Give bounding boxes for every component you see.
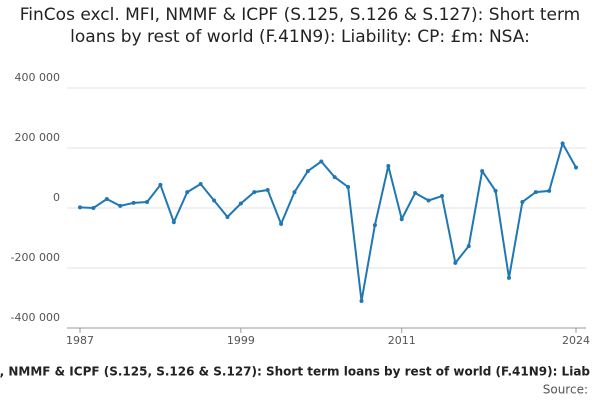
point bbox=[426, 198, 431, 203]
point bbox=[104, 197, 109, 201]
point bbox=[413, 191, 418, 195]
point bbox=[466, 244, 471, 249]
point bbox=[506, 275, 511, 280]
y-tick-label: 400 000 bbox=[15, 71, 61, 84]
point bbox=[212, 198, 217, 203]
point bbox=[91, 206, 96, 210]
point bbox=[547, 188, 552, 193]
point bbox=[198, 182, 203, 186]
point bbox=[292, 190, 297, 195]
point bbox=[453, 260, 458, 265]
point bbox=[238, 201, 243, 206]
footer: I, NMMF & ICPF (S.125, S.126 & S.127): S… bbox=[0, 365, 590, 379]
point bbox=[399, 217, 404, 222]
point bbox=[265, 188, 270, 192]
point bbox=[359, 299, 364, 303]
point bbox=[225, 215, 230, 219]
point bbox=[118, 203, 123, 208]
x-tick-label: 1987 bbox=[66, 334, 94, 347]
point bbox=[279, 221, 284, 226]
point bbox=[480, 169, 485, 174]
point bbox=[346, 185, 351, 189]
point bbox=[493, 188, 498, 193]
point bbox=[574, 165, 578, 170]
point bbox=[145, 200, 150, 204]
source: Source: bbox=[543, 383, 588, 397]
y-tick-label: -200 000 bbox=[11, 251, 60, 264]
point bbox=[252, 190, 257, 195]
point bbox=[78, 205, 82, 210]
y-tick-label: 200 000 bbox=[15, 131, 61, 144]
line bbox=[79, 140, 577, 302]
point bbox=[131, 200, 136, 205]
point bbox=[386, 164, 391, 168]
point bbox=[171, 220, 176, 225]
point bbox=[332, 175, 337, 180]
point bbox=[520, 200, 525, 204]
point bbox=[560, 141, 565, 146]
point bbox=[185, 190, 190, 195]
point bbox=[533, 190, 538, 195]
chart-title: FinCos excl. MFI, NMMF & ICPF (S.125, S.… bbox=[19, 5, 581, 47]
x-tick-label: 2011 bbox=[388, 334, 416, 347]
point bbox=[158, 182, 163, 187]
y-tick-label: 0 bbox=[53, 191, 60, 204]
point bbox=[439, 194, 444, 198]
x-tick-label: 2024 bbox=[562, 334, 590, 347]
point bbox=[372, 223, 377, 228]
point bbox=[319, 159, 324, 164]
x-tick-label: 1999 bbox=[227, 334, 255, 347]
point bbox=[305, 169, 310, 174]
y-tick-label: -400 000 bbox=[11, 311, 60, 324]
